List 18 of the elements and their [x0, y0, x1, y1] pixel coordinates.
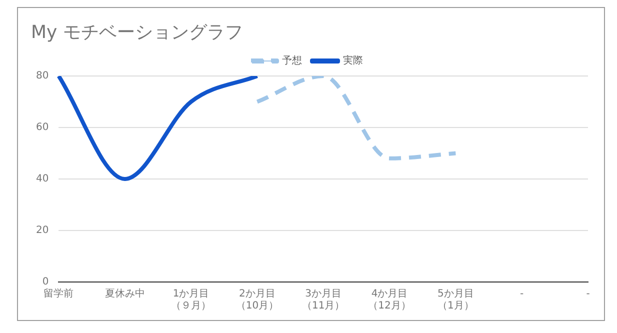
- x-tick-label: 1か月目（９月）: [171, 288, 212, 312]
- y-tick-label: 20: [36, 225, 49, 236]
- x-tick-label: 4か月目（12月）: [368, 288, 411, 312]
- chart-title: My モチベーショングラフ: [31, 21, 243, 44]
- legend-label: 実際: [343, 54, 363, 67]
- x-tick-label: 夏休み中: [104, 288, 145, 300]
- x-tick-label: 3か月目（11月）: [302, 288, 345, 312]
- y-tick-label: 40: [36, 174, 49, 185]
- y-tick-label: 80: [36, 70, 49, 82]
- x-tick-label: 留学前: [44, 288, 74, 300]
- y-tick-label: 60: [36, 122, 49, 134]
- legend-label: 予想: [282, 54, 302, 67]
- x-tick-label: -: [520, 288, 524, 300]
- line-series: [255, 76, 458, 160]
- x-tick-label: -: [586, 288, 590, 300]
- x-tick-label: 2か月目（10月）: [236, 288, 279, 312]
- x-tick-label: 5か月目（1月）: [437, 288, 474, 312]
- y-tick-label: 0: [42, 276, 49, 288]
